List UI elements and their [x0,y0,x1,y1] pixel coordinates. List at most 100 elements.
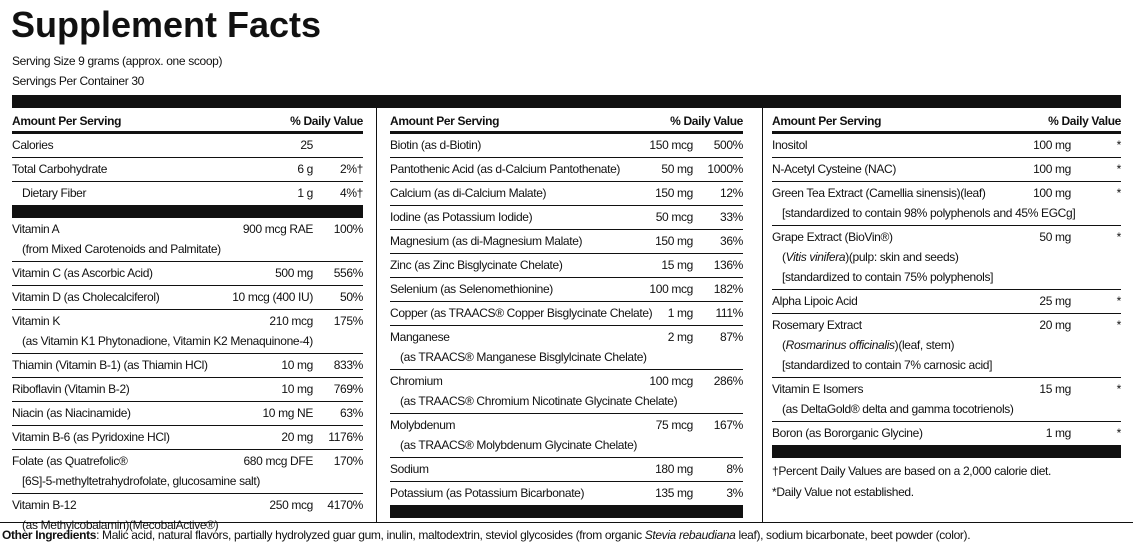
row-main: Magnesium (as di-Magnesium Malate) 150 mg… [390,230,743,251]
daily-value: 36% [720,234,743,248]
amount: 1 g [297,186,313,200]
nutrient-name: Riboflavin (Vitamin B-2) [12,382,130,396]
column-divider [376,108,377,522]
text: : Malic acid, natural flavors, partially… [96,528,645,542]
row-main: Vitamin E Isomers 15 mg * [772,378,1121,399]
row-main: Rosemary Extract 20 mg * [772,314,1121,335]
nutrient-name: Alpha Lipoic Acid [772,294,858,308]
nutrient-name: Dietary Fiber [22,186,87,200]
row-main: Alpha Lipoic Acid 25 mg * [772,290,1121,311]
nutrient-name: Rosemary Extract [772,318,862,332]
thick-bar [772,445,1121,458]
nutrient-name: Vitamin D (as Cholecalciferol) [12,290,160,304]
daily-value: 87% [720,330,743,344]
text: (as Methylcobalamin)(MecobalActive®) [22,518,219,532]
nutrient-row: Rosemary Extract 20 mg * (Rosmarinus offici… [772,314,1121,378]
row-main: Molybdenum 75 mcg 167% [390,414,743,435]
amount: 680 mcg DFE [243,454,313,468]
nutrient-row: Calories 25 [12,134,363,158]
daily-value: * [1116,186,1122,200]
amount-heading: Amount Per Serving [390,114,500,128]
text: (as TRAACS® Chromium Nicotinate Glycinat… [400,394,678,408]
text: (as TRAACS® Molybdenum Glycinate Chelate… [400,438,638,452]
nutrient-row: Chromium 100 mcg 286% (as TRAACS® Chromium … [390,370,743,414]
column-header: Amount Per Serving % Daily Value [12,111,363,134]
row-main: Chromium 100 mcg 286% [390,370,743,391]
column-header: Amount Per Serving % Daily Value [772,111,1121,134]
italic-text: Stevia rebaudiana [644,528,736,542]
amount: 500 mg [275,266,313,280]
nutrient-detail: [standardized to contain 98% polyphenols… [772,203,1121,223]
text: (as Vitamin K1 Phytonadione, Vitamin K2 … [22,334,313,348]
nutrient-row: Pantothenic Acid (as d-Calcium Pantothen… [390,158,743,182]
nutrient-row: Vitamin K 210 mcg 175% (as Vitamin K1 Phyto… [12,310,363,354]
daily-value: 12% [720,186,743,200]
nutrient-row: Riboflavin (Vitamin B-2) 10 mg 769% [12,378,363,402]
row-main: Folate (as Quatrefolic® 680 mcg DFE 170% [12,450,363,471]
nutrient-row: Manganese 2 mg 87% (as TRAACS® Manganese Bi… [390,326,743,370]
italic-text: Rosmarinus officinalis [785,338,895,352]
amount: 180 mg [655,462,693,476]
row-main: Thiamin (Vitamin B-1) (as Thiamin HCl) 10… [12,354,363,375]
nutrient-detail: [6S]-5-methyltetrahydrofolate, glucosami… [12,471,363,491]
amount: 20 mg [281,430,313,444]
footnote: *Daily Value not established. [772,485,914,499]
daily-value: 175% [333,314,364,328]
nutrient-name: Pantothenic Acid (as d-Calcium Pantothen… [390,162,621,176]
nutrient-row: Vitamin E Isomers 15 mg * (as DeltaGold® de… [772,378,1121,422]
row-main: Vitamin A 900 mcg RAE 100% [12,218,363,239]
nutrient-name: Iodine (as Potassium Iodide) [390,210,533,224]
text: ( [782,250,786,264]
nutrient-row: Green Tea Extract (Camellia sinensis)(le… [772,182,1121,226]
nutrient-row: Dietary Fiber 1 g 4%† [12,182,363,205]
nutrient-row: Iodine (as Potassium Iodide) 50 mcg 33% [390,206,743,230]
servings-per-container: Servings Per Container 30 [12,74,144,88]
nutrient-name: Thiamin (Vitamin B-1) (as Thiamin HCl) [12,358,208,372]
daily-value: 63% [340,406,363,420]
row-main: Biotin (as d-Biotin) 150 mcg 500% [390,134,743,155]
nutrient-row: Zinc (as Zinc Bisglycinate Chelate) 15 mg… [390,254,743,278]
daily-value: * [1116,162,1122,176]
nutrient-detail: (as TRAACS® Manganese Bisglylcinate Chel… [390,347,743,367]
daily-value: * [1116,294,1122,308]
nutrient-name: Vitamin E Isomers [772,382,864,396]
amount: 15 mg [661,258,693,272]
nutrient-detail: (as Methylcobalamin)(MecobalActive®) [12,515,363,535]
row-main: Vitamin B-12 250 mcg 4170% [12,494,363,515]
amount: 150 mg [655,186,693,200]
amount-heading: Amount Per Serving [12,114,122,128]
daily-value: * [1116,382,1122,396]
daily-value: 167% [713,418,744,432]
amount: 150 mcg [649,138,693,152]
text: (as TRAACS® Manganese Bisglylcinate Chel… [400,350,647,364]
nutrient-name: Vitamin B-6 (as Pyridoxine HCl) [12,430,170,444]
row-main: Vitamin B-6 (as Pyridoxine HCl) 20 mg 1176… [12,426,363,447]
amount: 75 mcg [655,418,694,432]
text: )(pulp: skin and seeds) [845,250,959,264]
dv-heading: % Daily Value [670,114,743,128]
amount: 2 mg [667,330,694,344]
nutrient-row: Alpha Lipoic Acid 25 mg * [772,290,1121,314]
nutrient-name: Molybdenum [390,418,456,432]
amount: 50 mg [1039,230,1071,244]
text: (from Mixed Carotenoids and Palmitate) [22,242,221,256]
amount: 10 mg [281,358,313,372]
daily-value: 170% [333,454,364,468]
italic-text: Vitis vinifera [785,250,846,264]
nutrient-detail: (Vitis vinifera)(pulp: skin and seeds) [772,247,1121,267]
nutrient-row: Copper (as TRAACS® Copper Bisglycinate C… [390,302,743,326]
nutrient-row: Vitamin C (as Ascorbic Acid) 500 mg 556% [12,262,363,286]
amount: 900 mcg RAE [242,222,314,236]
top-bar [12,95,1121,108]
amount: 100 mcg [649,374,693,388]
row-main: Copper (as TRAACS® Copper Bisglycinate C… [390,302,743,323]
row-main: Inositol 100 mg * [772,134,1121,155]
nutrient-name: Zinc (as Zinc Bisglycinate Chelate) [390,258,563,272]
facts-column: Amount Per Serving % Daily Value Inositol 1… [772,111,1121,503]
nutrient-detail: (as DeltaGold® delta and gamma tocotrien… [772,399,1121,419]
nutrient-name: Magnesium (as di-Magnesium Malate) [390,234,583,248]
nutrient-detail: (from Mixed Carotenoids and Palmitate) [12,239,363,259]
amount: 10 mg [281,382,313,396]
amount: 100 mcg [649,282,693,296]
nutrient-name: Potassium (as Potassium Bicarbonate) [390,486,585,500]
